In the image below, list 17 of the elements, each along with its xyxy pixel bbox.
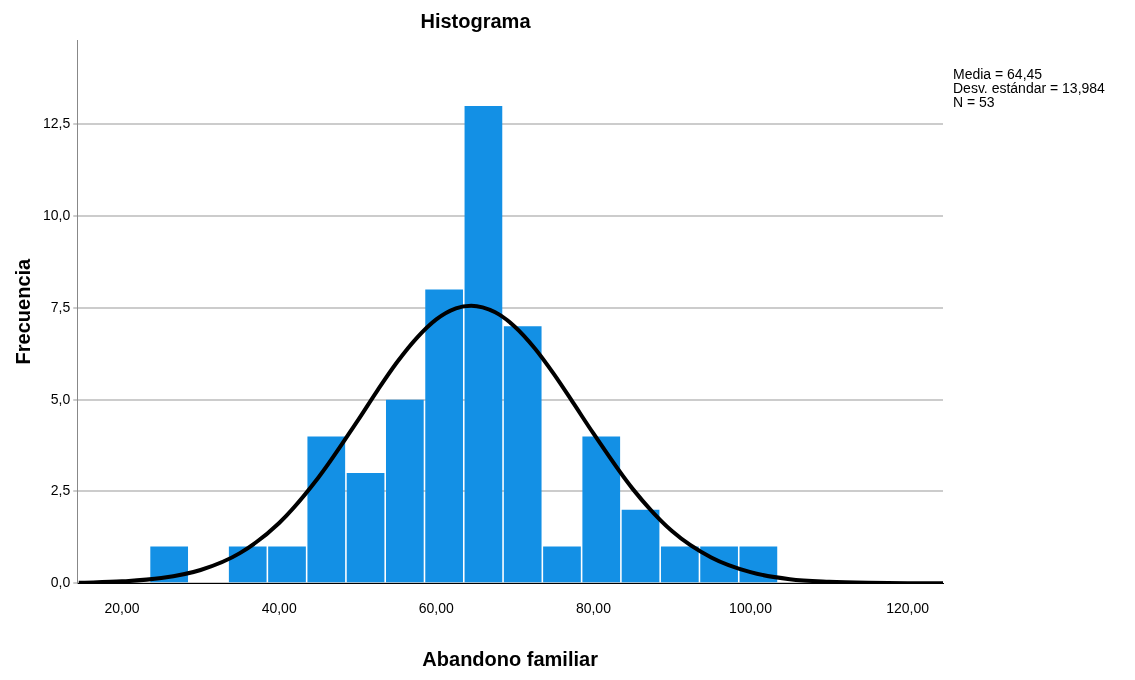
text: Media = 64,45 (953, 65, 1043, 82)
x-tick-label: 40,00 (261, 600, 297, 617)
y-tick-label: 0,0 (50, 574, 71, 591)
y-tick-label: 7,5 (50, 298, 71, 315)
x-tick-label: 60,00 (418, 600, 454, 617)
y-tick-label: 5,0 (50, 390, 71, 407)
x-tick-label: 120,00 (886, 600, 930, 617)
x-tick-label: 20,00 (104, 600, 140, 617)
text: N = 53 (953, 93, 995, 110)
x-axis-title: Abandono familiar (422, 647, 599, 670)
chart-title: Histograma (420, 9, 532, 32)
y-tick-label: 12,5 (43, 115, 71, 132)
x-tick-label: 100,00 (729, 600, 773, 617)
x-tick-label: 80,00 (575, 600, 612, 617)
y-tick-label: 10,0 (43, 207, 71, 224)
y-axis-title: Frecuencia (11, 257, 34, 365)
y-tick-label: 2,5 (50, 482, 71, 499)
